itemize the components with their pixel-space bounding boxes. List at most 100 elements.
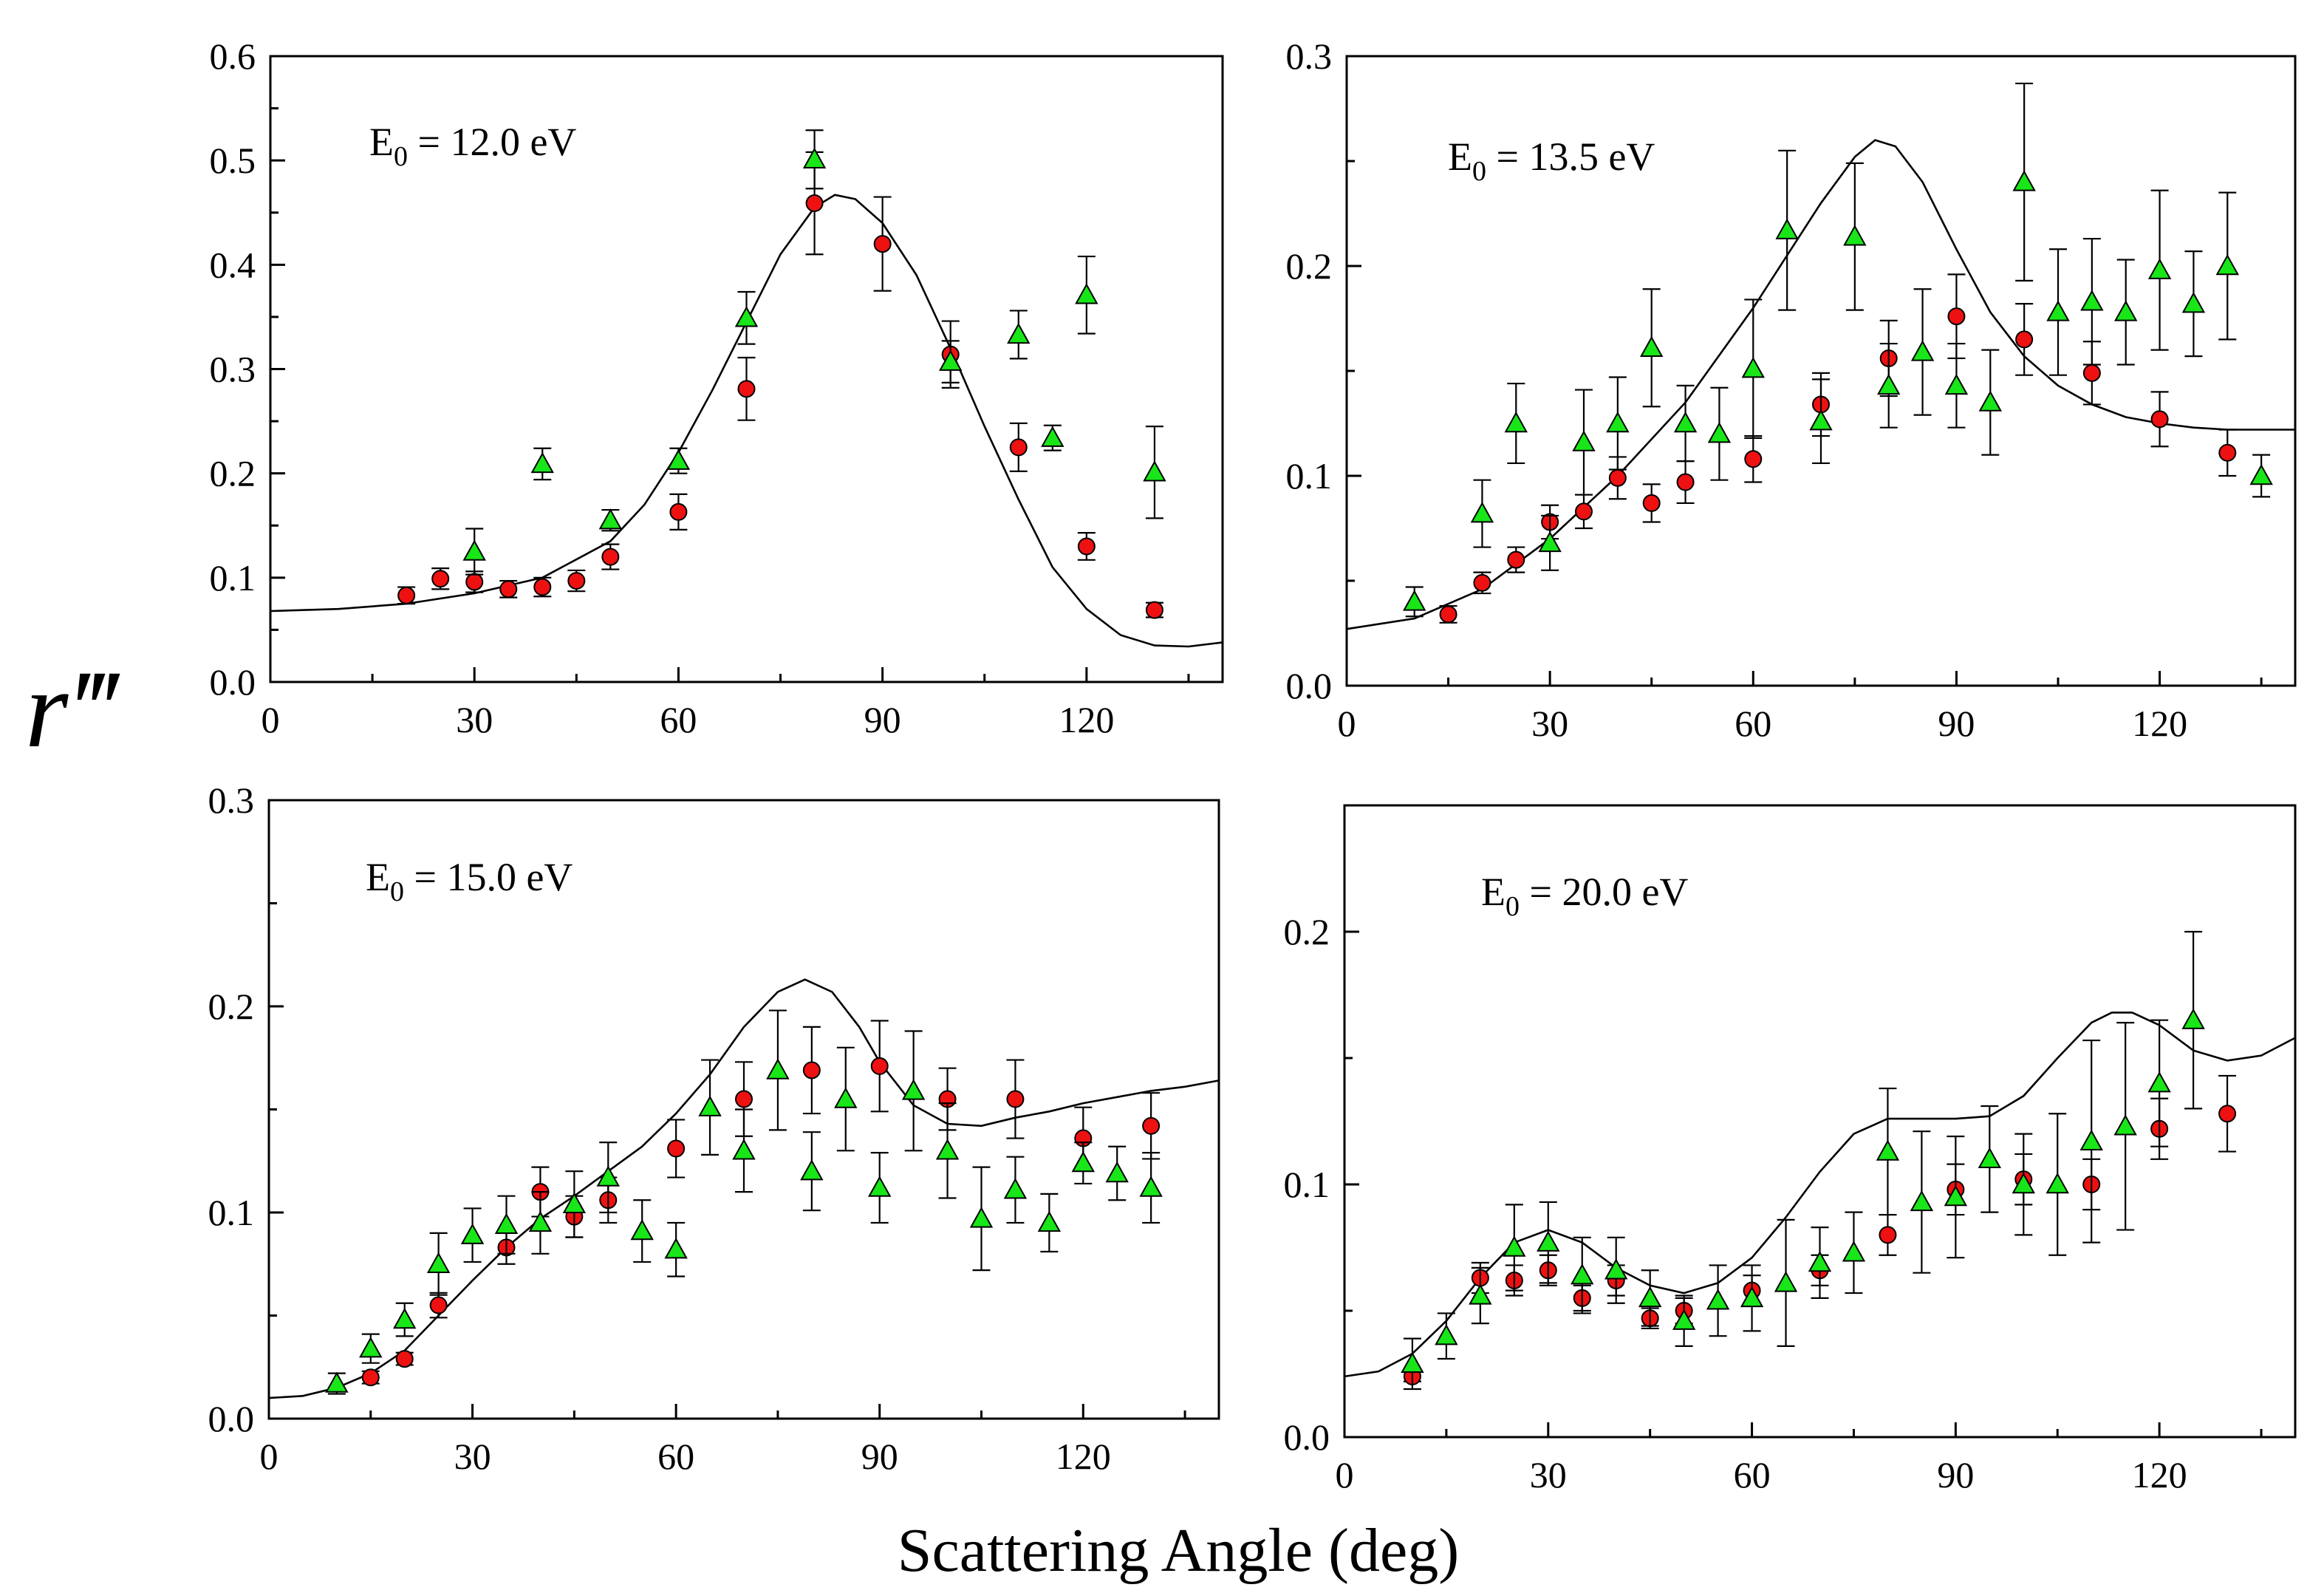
data-point-circle	[1575, 502, 1593, 521]
data-point-triangle	[2046, 300, 2070, 321]
data-point-triangle	[426, 1252, 451, 1273]
data-point-triangle	[1403, 590, 1426, 611]
data-point-triangle	[1401, 1351, 1424, 1374]
series-triangle	[1401, 930, 2205, 1391]
y-tick-label: 0.0	[210, 661, 256, 703]
y-tick-label: 0.1	[1284, 1164, 1330, 1205]
data-point-triangle	[1572, 430, 1596, 451]
data-point-circle	[1676, 473, 1695, 491]
x-tick-label: 90	[1937, 1454, 1974, 1495]
x-tick-label: 60	[660, 699, 697, 740]
data-point-triangle	[1075, 283, 1098, 304]
data-point-triangle	[2249, 463, 2273, 485]
x-tick-label: 120	[2132, 1454, 2187, 1495]
data-point-circle	[1608, 468, 1627, 487]
x-tick-label: 120	[1059, 699, 1114, 740]
x-tick-label: 90	[864, 699, 901, 740]
data-point-circle	[1744, 450, 1763, 468]
data-point-triangle	[666, 448, 691, 470]
series-circle	[361, 1020, 1161, 1387]
data-point-triangle	[393, 1308, 417, 1329]
data-point-triangle	[2215, 253, 2239, 276]
data-point-triangle	[698, 1095, 722, 1116]
data-point-triangle	[1071, 1150, 1095, 1173]
data-point-circle	[2150, 410, 2169, 429]
y-tick-label: 0.0	[1286, 665, 1333, 706]
x-tick-label: 120	[2132, 703, 2187, 744]
series-triangle	[462, 129, 1166, 576]
data-point-triangle	[359, 1337, 383, 1358]
data-point-circle	[737, 380, 756, 398]
data-point-triangle	[1877, 373, 1901, 395]
data-point-triangle	[1808, 1250, 1832, 1272]
energy-label-value: = 12.0 eV	[408, 120, 576, 164]
y-tick-label: 0.2	[210, 453, 256, 494]
data-point-circle	[601, 548, 620, 566]
data-point-circle	[533, 578, 552, 596]
data-point-triangle	[1978, 390, 2002, 412]
data-point-triangle	[1672, 1309, 1696, 1330]
data-point-circle	[361, 1368, 380, 1387]
data-point-triangle	[1571, 1263, 1594, 1285]
data-point-triangle	[1843, 225, 1867, 246]
energy-label-subscript: 0	[1472, 156, 1486, 187]
data-point-triangle	[939, 349, 963, 371]
data-point-triangle	[1143, 460, 1166, 482]
data-point-triangle	[1105, 1161, 1129, 1183]
data-point-circle	[431, 570, 450, 588]
data-point-circle	[1077, 537, 1096, 556]
data-point-triangle	[598, 508, 623, 530]
data-point-triangle	[732, 1139, 756, 1160]
data-point-triangle	[1638, 1286, 1662, 1308]
data-point-triangle	[1606, 411, 1630, 433]
data-point-triangle	[2113, 1114, 2137, 1136]
data-point-circle	[429, 1296, 448, 1314]
data-point-triangle	[766, 1058, 790, 1079]
data-point-triangle	[1707, 422, 1732, 443]
energy-label-subscript: 0	[1506, 891, 1520, 922]
plot-frame	[1343, 804, 2297, 1439]
energy-label: E0 = 20.0 eV	[1481, 870, 1688, 922]
data-point-circle	[667, 1139, 686, 1158]
data-point-triangle	[1504, 411, 1528, 433]
data-point-circle	[873, 235, 892, 253]
data-point-circle	[1473, 573, 1491, 592]
y-tick-label: 0.5	[210, 140, 256, 181]
data-point-triangle	[1604, 1258, 1628, 1280]
data-point-circle	[1947, 307, 1966, 326]
data-point-triangle	[562, 1192, 587, 1214]
x-tick-label: 90	[861, 1436, 898, 1477]
data-point-triangle	[1741, 357, 1765, 378]
data-point-circle	[1439, 605, 1457, 624]
energy-label: E0 = 15.0 eV	[366, 855, 573, 907]
data-point-triangle	[2147, 1071, 2171, 1093]
data-point-circle	[1642, 494, 1661, 512]
data-point-triangle	[1842, 1241, 1866, 1262]
y-tick-label: 0.1	[1286, 455, 1333, 497]
data-point-circle	[465, 573, 484, 591]
data-point-circle	[669, 502, 688, 521]
theory-curve	[1344, 1012, 2296, 1378]
data-point-triangle	[2147, 258, 2172, 279]
energy-label-value: = 13.5 eV	[1486, 134, 1655, 179]
y-axis-label: r‴	[25, 648, 120, 771]
data-point-triangle	[2080, 290, 2104, 311]
data-point-triangle	[2079, 1129, 2103, 1151]
data-point-triangle	[1775, 218, 1799, 239]
y-tick-label: 0.3	[210, 349, 256, 390]
x-tick-label: 0	[262, 699, 280, 740]
series-circle	[1439, 273, 2237, 624]
x-tick-label: 90	[1938, 703, 1975, 744]
theory-curve	[268, 978, 1220, 1399]
y-tick-label: 0.4	[210, 244, 256, 285]
data-point-circle	[2218, 1105, 2237, 1123]
data-point-triangle	[630, 1219, 654, 1241]
y-tick-label: 0.6	[210, 35, 256, 77]
series-triangle	[1403, 82, 2273, 618]
y-tick-label: 0.2	[1284, 911, 1330, 952]
data-point-triangle	[2012, 1172, 2035, 1194]
x-tick-label: 30	[456, 699, 493, 740]
y-tick-label: 0.1	[210, 557, 256, 598]
